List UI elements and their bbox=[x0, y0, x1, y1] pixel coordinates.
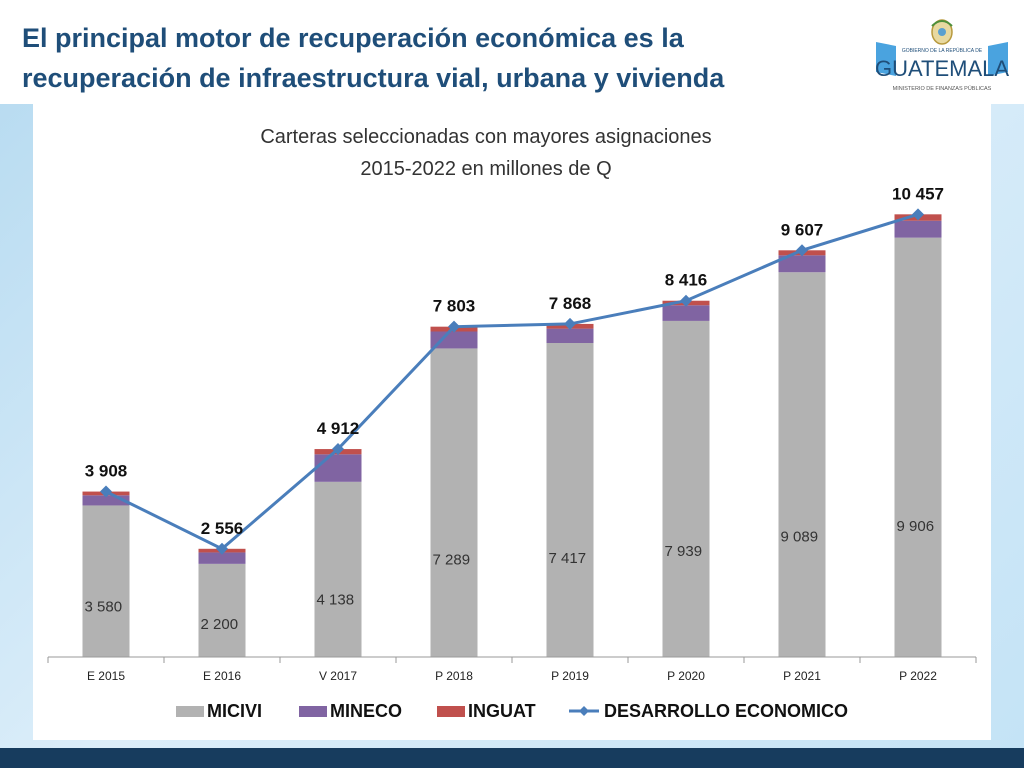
bar-micivi-7 bbox=[894, 237, 942, 657]
bars-group bbox=[82, 214, 942, 657]
line-point-marker bbox=[564, 317, 576, 330]
flag-left-icon bbox=[876, 42, 896, 76]
total-value-label: 4 912 bbox=[317, 419, 360, 438]
bar-micivi-5 bbox=[662, 320, 710, 657]
bar-value-label: 3 580 bbox=[85, 599, 123, 616]
chart: Carteras seleccionadas con mayores asign… bbox=[47, 126, 977, 721]
bar-mineco-1 bbox=[198, 552, 246, 564]
legend: MICIVI MINECO INGUAT DESARROLLO ECONOMICO bbox=[176, 701, 848, 721]
legend-label: MICIVI bbox=[207, 701, 262, 721]
x-axis: E 2015 E 2016 V 2017 P 2018 P 2019 P 2020 P 20… bbox=[47, 656, 977, 683]
line-point-marker bbox=[100, 485, 112, 498]
line-point-marker bbox=[912, 208, 924, 221]
legend-swatch bbox=[437, 706, 465, 717]
legend-label: INGUAT bbox=[468, 701, 536, 721]
total-value-label: 8 416 bbox=[665, 271, 708, 290]
x-tick-label: E 2016 bbox=[203, 669, 241, 683]
legend-swatch bbox=[299, 706, 327, 717]
line-point-marker bbox=[332, 443, 344, 456]
segment-labels-group: 3 580 2 200 4 138 7 289 7 417 7 939 9 089 9 906 bbox=[85, 518, 935, 633]
bar-micivi-0 bbox=[82, 505, 130, 657]
bar-mineco-6 bbox=[778, 255, 826, 273]
slide-title-line1: El principal motor de recuperación econó… bbox=[22, 23, 684, 53]
chart-title-line1: Carteras seleccionadas con mayores asign… bbox=[260, 126, 711, 148]
bar-mineco-3 bbox=[430, 331, 478, 349]
legend-line-marker bbox=[579, 706, 589, 716]
bar-mineco-0 bbox=[82, 495, 130, 506]
bar-mineco-7 bbox=[894, 220, 942, 238]
x-tick-label: V 2017 bbox=[319, 669, 357, 683]
line-point-marker bbox=[680, 294, 692, 307]
x-tick-label: P 2021 bbox=[783, 669, 821, 683]
bar-value-label: 9 089 bbox=[781, 529, 819, 546]
bar-value-label: 2 200 bbox=[201, 616, 239, 633]
bar-value-label: 7 939 bbox=[665, 543, 703, 560]
line-point-marker bbox=[448, 320, 460, 333]
line-point-marker bbox=[216, 542, 228, 555]
bar-mineco-2 bbox=[314, 454, 362, 482]
line-series-group bbox=[100, 208, 924, 555]
legend-swatch bbox=[176, 706, 204, 717]
guatemala-logo: GOBIERNO DE LA REPÚBLICA DE GUATEMALA MI… bbox=[875, 19, 1009, 92]
bottom-bar bbox=[0, 748, 1024, 768]
bar-micivi-4 bbox=[546, 343, 594, 657]
legend-label: DESARROLLO ECONOMICO bbox=[604, 701, 848, 721]
slide-title: El principal motor de recuperación econó… bbox=[22, 18, 842, 98]
logo-sub-text: MINISTERIO DE FINANZAS PÚBLICAS bbox=[893, 85, 992, 92]
total-value-label: 2 556 bbox=[201, 519, 244, 538]
total-value-label: 3 908 bbox=[85, 462, 128, 481]
total-value-label: 7 868 bbox=[549, 294, 592, 313]
total-labels-group: 3 908 2 556 4 912 7 803 7 868 8 416 9 607 10 45… bbox=[85, 184, 944, 537]
bar-micivi-1 bbox=[198, 563, 246, 657]
chart-title-line2: 2015-2022 en millones de Q bbox=[360, 158, 611, 180]
flag-right-icon bbox=[988, 42, 1008, 76]
bar-mineco-5 bbox=[662, 305, 710, 321]
line-desarrollo-economico bbox=[105, 212, 919, 551]
total-value-label: 10 457 bbox=[892, 184, 944, 203]
x-tick-label: P 2019 bbox=[551, 669, 589, 683]
x-tick-label: P 2020 bbox=[667, 669, 705, 683]
line-point-marker bbox=[796, 244, 808, 257]
slide-title-line2: recuperación de infraestructura vial, ur… bbox=[22, 63, 725, 93]
bar-value-label: 7 417 bbox=[549, 550, 587, 567]
chart-panel: Carteras seleccionadas con mayores asign… bbox=[33, 104, 991, 740]
x-tick-label: P 2022 bbox=[899, 669, 937, 683]
bar-value-label: 7 289 bbox=[433, 551, 471, 568]
x-tick-label: P 2018 bbox=[435, 669, 473, 683]
bar-mineco-4 bbox=[546, 328, 594, 344]
coat-of-arms-icon bbox=[931, 19, 953, 45]
legend-label: MINECO bbox=[330, 701, 402, 721]
bar-value-label: 4 138 bbox=[317, 591, 355, 608]
x-tick-label: E 2015 bbox=[87, 669, 125, 683]
logo-main-text: GUATEMALA bbox=[875, 56, 1009, 81]
bar-micivi-2 bbox=[314, 481, 362, 657]
logo-top-text: GOBIERNO DE LA REPÚBLICA DE bbox=[902, 47, 983, 54]
bar-micivi-3 bbox=[430, 348, 478, 657]
bar-micivi-6 bbox=[778, 272, 826, 657]
bar-value-label: 9 906 bbox=[897, 518, 935, 535]
total-value-label: 7 803 bbox=[433, 297, 476, 316]
total-value-label: 9 607 bbox=[781, 220, 824, 239]
